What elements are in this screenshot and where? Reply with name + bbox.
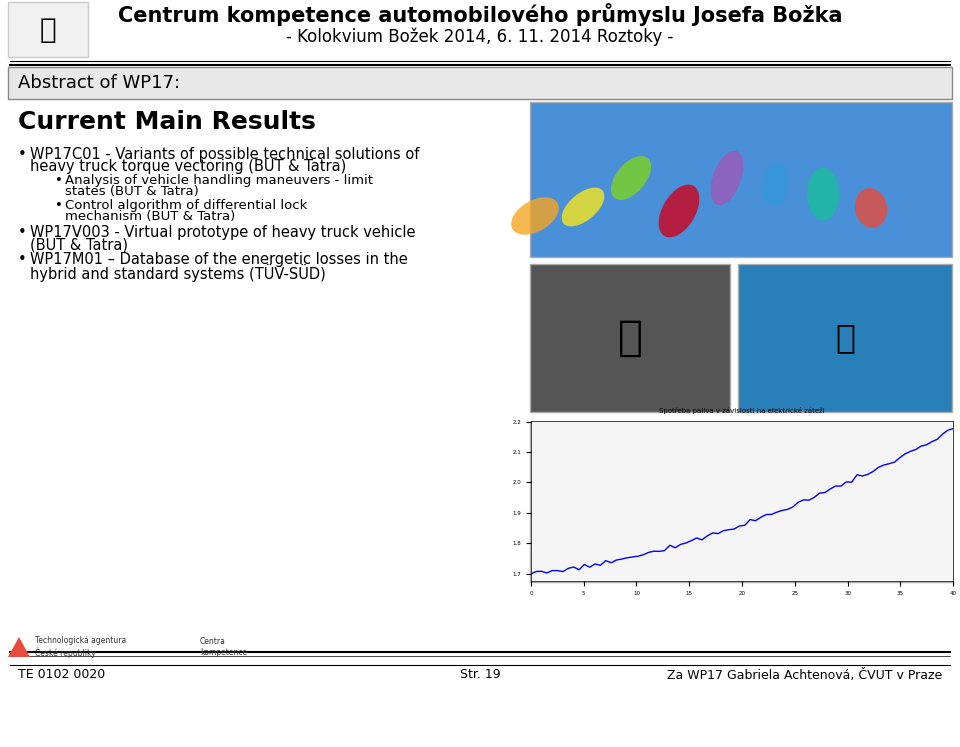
Ellipse shape	[708, 187, 746, 239]
Bar	[8, 105, 952, 667]
Text: mechanism (BUT & Tatra): mechanism (BUT & Tatra)	[65, 210, 235, 223]
Text: TE 0102 0020: TE 0102 0020	[18, 669, 106, 681]
Text: 🚚: 🚚	[617, 317, 642, 359]
Bar	[738, 264, 952, 412]
Text: •: •	[55, 174, 62, 187]
Text: Analysis of vehicle handling maneuvers - limit: Analysis of vehicle handling maneuvers -…	[65, 174, 373, 187]
Polygon shape	[8, 637, 30, 657]
Bar	[530, 102, 952, 257]
Text: •: •	[18, 147, 27, 162]
Text: WP17V003 - Virtual prototype of heavy truck vehicle: WP17V003 - Virtual prototype of heavy tr…	[30, 225, 416, 240]
Text: Str. 19: Str. 19	[460, 669, 500, 681]
Ellipse shape	[515, 179, 555, 214]
Text: WP17M01 – Database of the energetic losses in the: WP17M01 – Database of the energetic loss…	[30, 252, 408, 267]
Text: •: •	[18, 252, 27, 267]
Ellipse shape	[661, 155, 697, 205]
Title: Spotřeba paliva v závislosti na elektrické záteži: Spotřeba paliva v závislosti na elektric…	[660, 407, 825, 414]
Ellipse shape	[758, 176, 791, 226]
Text: 🚗: 🚗	[39, 16, 57, 44]
Text: •: •	[18, 225, 27, 240]
Text: WP17C01 - Variants of possible technical solutions of: WP17C01 - Variants of possible technical…	[30, 147, 420, 162]
Text: hybrid and standard systems (TÜV-SÜD): hybrid and standard systems (TÜV-SÜD)	[30, 264, 325, 282]
Ellipse shape	[854, 192, 887, 240]
Ellipse shape	[562, 166, 605, 206]
Text: Technologická agentura
České republiky: Technologická agentura České republiky	[35, 636, 127, 657]
Bar	[0, 0, 960, 67]
Text: heavy truck torque vectoring (BUT & Tatra): heavy truck torque vectoring (BUT & Tatr…	[30, 159, 347, 174]
Text: Current Main Results: Current Main Results	[18, 110, 316, 134]
Bar	[8, 2, 88, 57]
Text: - Kolokvium Božek 2014, 6. 11. 2014 Roztoky -: - Kolokvium Božek 2014, 6. 11. 2014 Rozt…	[286, 28, 674, 46]
Ellipse shape	[612, 204, 650, 242]
Text: Centra
kompetence: Centra kompetence	[200, 637, 247, 657]
Ellipse shape	[806, 166, 840, 225]
Text: 💻: 💻	[835, 321, 855, 355]
Text: (BUT & Tatra): (BUT & Tatra)	[30, 237, 128, 252]
Bar	[530, 422, 952, 582]
Bar	[0, 657, 960, 667]
Text: states (BUT & Tatra): states (BUT & Tatra)	[65, 185, 199, 198]
Text: Abstract of WP17:: Abstract of WP17:	[18, 74, 180, 92]
Text: •: •	[55, 199, 62, 212]
Bar	[530, 264, 730, 412]
Text: Control algorithm of differential lock: Control algorithm of differential lock	[65, 199, 307, 212]
Text: Centrum kompetence automobilového průmyslu Josefa Božka: Centrum kompetence automobilového průmys…	[118, 4, 842, 26]
Bar	[8, 67, 952, 99]
Text: Za WP17 Gabriela Achtenová, ČVUT v Praze: Za WP17 Gabriela Achtenová, ČVUT v Praze	[667, 669, 942, 681]
